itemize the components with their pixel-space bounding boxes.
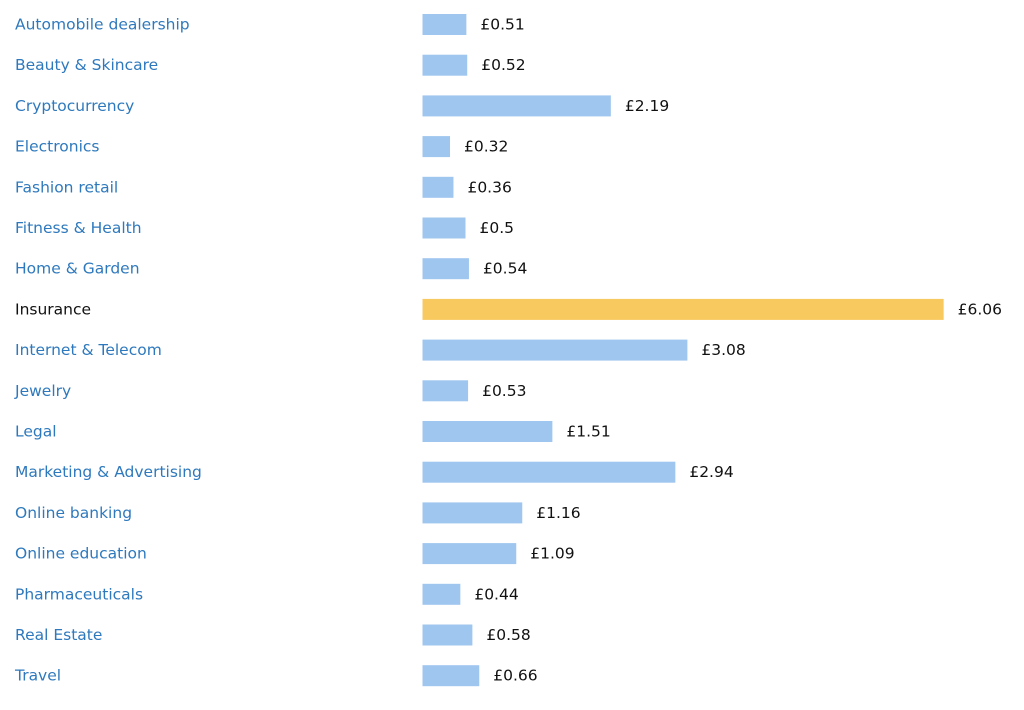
value-label-internet-and-telecom: £3.08 [701, 341, 745, 359]
value-label-cryptocurrency: £2.19 [625, 97, 669, 115]
bar-electronics [422, 136, 451, 158]
bar-marketing-and-advertising [422, 461, 676, 483]
bar-real-estate [422, 624, 473, 646]
bar-beauty-and-skincare [422, 54, 468, 76]
value-label-automobile-dealership: £0.51 [480, 16, 524, 34]
category-label-automobile-dealership[interactable]: Automobile dealership [15, 16, 190, 34]
value-label-pharmaceuticals: £0.44 [474, 585, 518, 603]
category-label-online-banking[interactable]: Online banking [15, 504, 132, 522]
bar-cryptocurrency [422, 95, 611, 117]
category-label-jewelry[interactable]: Jewelry [14, 382, 71, 400]
category-label-online-education[interactable]: Online education [15, 545, 147, 563]
value-label-fitness-and-health: £0.5 [480, 219, 515, 237]
category-label-real-estate[interactable]: Real Estate [15, 626, 102, 644]
category-label-cryptocurrency[interactable]: Cryptocurrency [15, 97, 134, 115]
bar-insurance [422, 298, 944, 320]
category-label-marketing-and-advertising[interactable]: Marketing & Advertising [15, 463, 202, 481]
value-label-insurance: £6.06 [958, 300, 1002, 318]
bar-travel [422, 665, 480, 687]
bar-online-education [422, 543, 517, 565]
category-label-legal[interactable]: Legal [15, 423, 57, 441]
value-label-online-education: £1.09 [530, 545, 574, 563]
category-label-internet-and-telecom[interactable]: Internet & Telecom [15, 341, 162, 359]
bar-legal [422, 421, 553, 442]
bar-automobile-dealership [422, 14, 467, 35]
category-label-fitness-and-health[interactable]: Fitness & Health [15, 219, 142, 237]
category-label-insurance: Insurance [15, 300, 91, 318]
value-label-fashion-retail: £0.36 [467, 178, 511, 196]
category-label-electronics[interactable]: Electronics [15, 138, 99, 156]
bar-home-and-garden [422, 258, 469, 280]
value-label-travel: £0.66 [493, 667, 537, 685]
bar-pharmaceuticals [422, 583, 461, 605]
value-label-online-banking: £1.16 [536, 504, 580, 522]
category-label-home-and-garden[interactable]: Home & Garden [15, 260, 140, 278]
bar-internet-and-telecom [422, 339, 688, 361]
category-label-travel[interactable]: Travel [14, 667, 61, 685]
value-label-legal: £1.51 [566, 423, 610, 441]
category-label-beauty-and-skincare[interactable]: Beauty & Skincare [15, 56, 158, 74]
value-label-home-and-garden: £0.54 [483, 260, 527, 278]
value-label-marketing-and-advertising: £2.94 [689, 463, 733, 481]
bar-fitness-and-health [422, 217, 466, 239]
value-label-electronics: £0.32 [464, 138, 508, 156]
value-label-jewelry: £0.53 [482, 382, 526, 400]
bar-online-banking [422, 502, 523, 524]
value-label-beauty-and-skincare: £0.52 [481, 56, 525, 74]
category-label-fashion-retail[interactable]: Fashion retail [15, 178, 118, 196]
bar-jewelry [422, 380, 469, 402]
value-label-real-estate: £0.58 [486, 626, 530, 644]
category-label-pharmaceuticals[interactable]: Pharmaceuticals [15, 585, 143, 603]
bar-fashion-retail [422, 176, 454, 198]
